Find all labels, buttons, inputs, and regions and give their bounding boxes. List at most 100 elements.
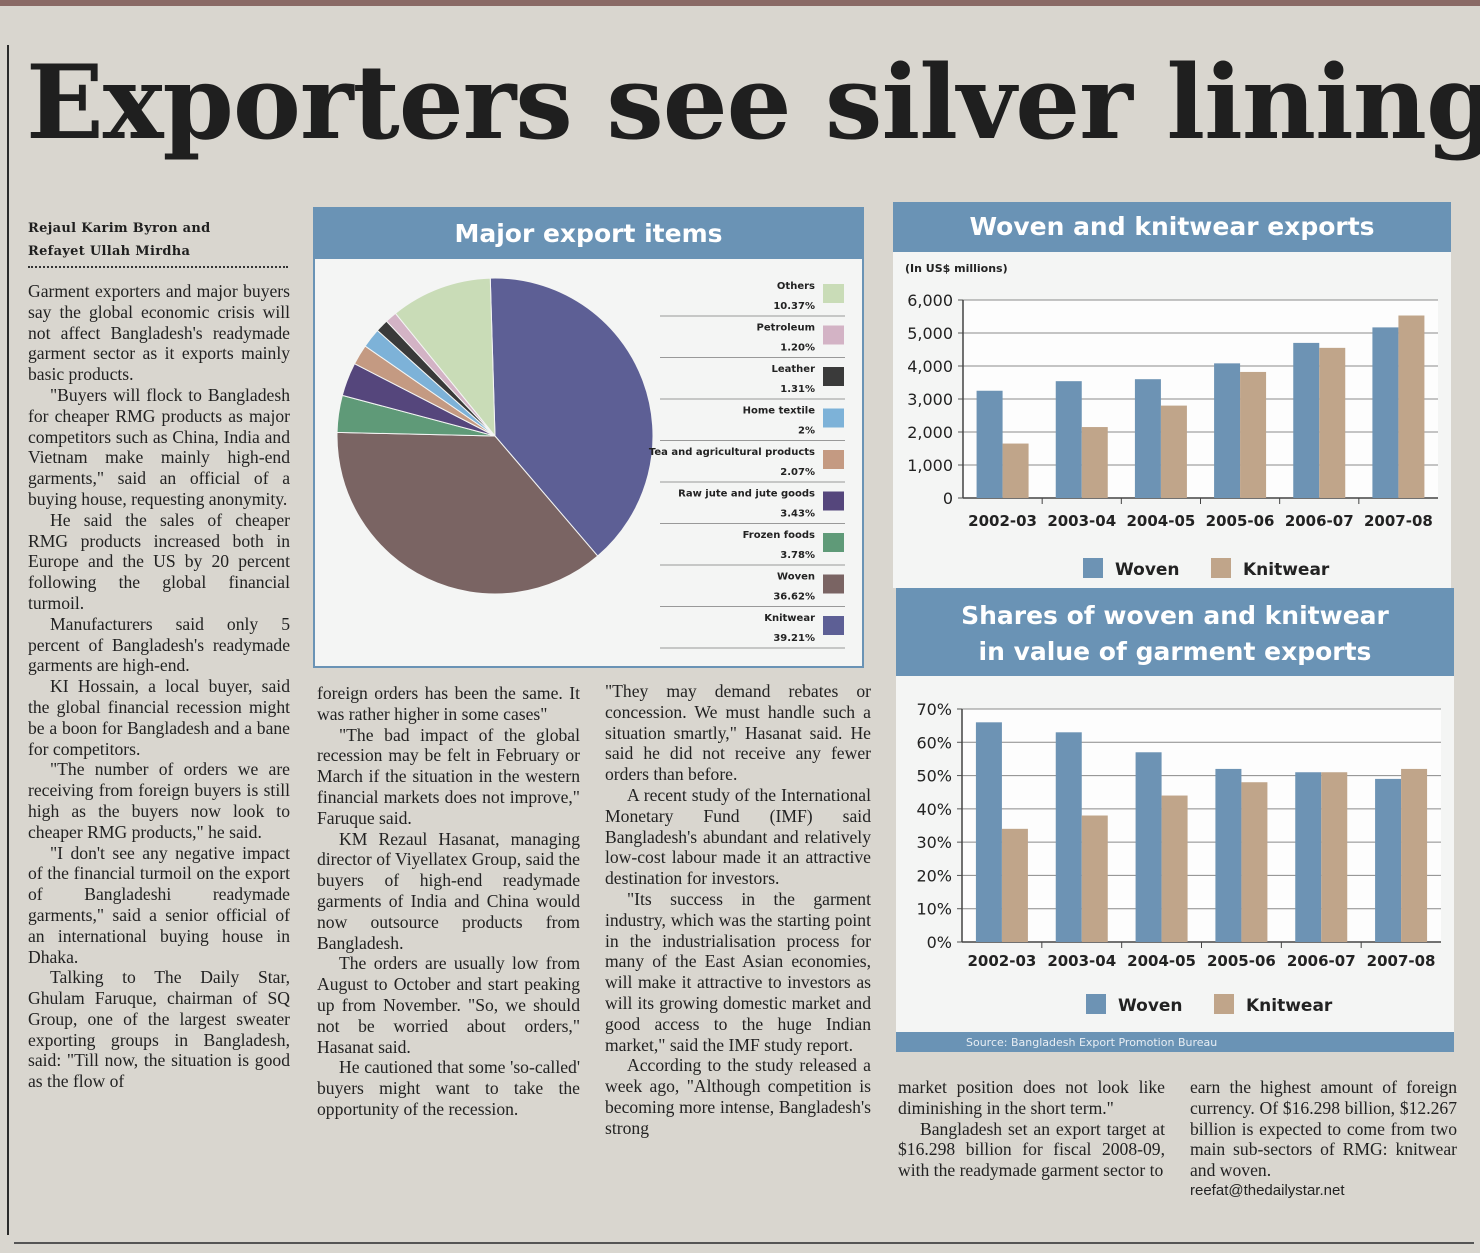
- woven-bar: [1215, 768, 1242, 942]
- legend-petroleum-value: 1.20%: [780, 343, 815, 354]
- legend-swatch-woven: [1086, 994, 1106, 1014]
- paragraph: "Buyers will flock to Bangladesh for che…: [28, 384, 290, 509]
- source-bar: [896, 1032, 1454, 1052]
- paragraph: "The bad impact of the global recession …: [317, 724, 580, 828]
- woven-bar: [1214, 363, 1241, 498]
- woven-bar: [1134, 379, 1161, 498]
- exports-chart-title: Woven and knitwear exports: [893, 202, 1451, 252]
- x-tick-label: 2005-06: [1207, 952, 1276, 970]
- pie-chart-panel: Major export items Others 10.37% Petroleum…: [313, 207, 864, 668]
- paragraph: The orders are usually low from August t…: [317, 953, 580, 1057]
- legend-leather-label: Leather: [771, 364, 815, 375]
- knitwear-bar: [1241, 782, 1268, 942]
- legend-tea-and-agricultural-products-swatch: [823, 450, 844, 469]
- x-tick-label: 2007-08: [1367, 952, 1436, 970]
- paragraph: Manufacturers said only 5 percent of Ban…: [28, 613, 290, 676]
- pie-chart-title: Major export items: [315, 209, 862, 259]
- knitwear-bar: [1240, 371, 1267, 498]
- exports-bar-panel: Woven and knitwear exports 6,000 5,000 4,0…: [893, 202, 1451, 588]
- article-column-5: earn the highest amount of foreign curre…: [1190, 1077, 1457, 1202]
- paragraph: According to the study released a week a…: [605, 1055, 871, 1138]
- legend-knitwear-value: 39.21%: [773, 633, 815, 644]
- legend-tea-and-agricultural-products-value: 2.07%: [780, 467, 815, 478]
- x-tick-label: 2004-05: [1127, 952, 1196, 970]
- paragraph: KI Hossain, a local buyer, said the glob…: [28, 676, 290, 759]
- legend-others-swatch: [823, 284, 844, 303]
- byline-line-2: Refayet Ullah Mirdha: [28, 244, 191, 259]
- knitwear-bar: [1401, 768, 1428, 942]
- paragraph: "The number of orders we are receiving f…: [28, 759, 290, 842]
- knitwear-bar: [1081, 815, 1108, 942]
- paragraph: KM Rezaul Hasanat, managing director of …: [317, 828, 580, 953]
- author-email: reefat@thedailystar.net: [1190, 1181, 1345, 1199]
- y-tick-label: 30%: [916, 833, 952, 852]
- headline: Exporters see silver lining: [26, 43, 1480, 163]
- plot-area: [962, 709, 1441, 942]
- legend-label-woven: Woven: [1115, 560, 1180, 580]
- paragraph: foreign orders has been the same. It was…: [317, 683, 580, 724]
- knitwear-bar: [1321, 772, 1348, 942]
- legend-knitwear-swatch: [823, 616, 844, 635]
- knitwear-bar: [1398, 315, 1425, 498]
- legend-others-value: 10.37%: [773, 301, 815, 312]
- legend-tea-and-agricultural-products-label: Tea and agricultural products: [649, 447, 815, 458]
- y-tick-label: 5,000: [907, 324, 953, 343]
- y-tick-label: 0: [943, 489, 953, 508]
- pie-slice-woven: [336, 431, 599, 595]
- x-tick-label: 2003-04: [1047, 512, 1116, 530]
- woven-bar: [976, 390, 1003, 498]
- legend-frozen-foods-label: Frozen foods: [743, 530, 815, 541]
- paragraph: earn the highest amount of foreign curre…: [1190, 1077, 1457, 1181]
- article-column-1: Garment exporters and major buyers say t…: [28, 281, 290, 1092]
- legend-leather-swatch: [823, 367, 844, 386]
- paragraph: He cautioned that some 'so-called' buyer…: [317, 1057, 580, 1119]
- legend-raw-jute-and-jute-goods-swatch: [823, 491, 844, 511]
- x-tick-label: 2006-07: [1285, 512, 1354, 530]
- paragraph: He said the sales of cheaper RMG product…: [28, 509, 290, 613]
- pie-slice-others: [394, 277, 496, 438]
- y-tick-label: 1,000: [907, 456, 953, 475]
- y-tick-label: 50%: [916, 767, 952, 786]
- shares-bar-chart: 70% 60% 50% 40% 30% 20% 10% 0% 2002-03 2003-04 200…: [896, 700, 1454, 1052]
- legend-petroleum-swatch: [823, 325, 844, 345]
- shares-title-line-2: in value of garment exports: [978, 637, 1372, 666]
- article-column-4: market position does not look like dimin…: [898, 1077, 1165, 1181]
- paragraph: market position does not look like dimin…: [898, 1077, 1165, 1118]
- legend-raw-jute-and-jute-goods-value: 3.43%: [780, 509, 815, 520]
- legend-home-textile-label: Home textile: [743, 406, 816, 417]
- paragraph: "I don't see any negative impact of the …: [28, 842, 290, 967]
- knitwear-bar: [1002, 443, 1029, 498]
- legend-label-woven: Woven: [1118, 996, 1183, 1016]
- legend-petroleum-label: Petroleum: [757, 323, 815, 334]
- y-tick-label: 6,000: [907, 291, 953, 310]
- byline: Rejaul Karim Byron and Refayet Ullah Mir…: [28, 217, 211, 263]
- exports-bar-chart: 6,000 5,000 4,000 3,000 2,000 1,000 0 2002-03 20…: [905, 262, 1438, 580]
- paragraph: A recent study of the International Mone…: [605, 784, 871, 889]
- y-tick-label: 4,000: [907, 357, 953, 376]
- x-tick-label: 2004-05: [1126, 512, 1195, 530]
- x-tick-label: 2002-03: [968, 512, 1037, 530]
- legend-swatch-knitwear: [1211, 558, 1231, 578]
- knitwear-bar: [1161, 795, 1188, 942]
- legend-swatch-woven: [1083, 558, 1103, 578]
- paragraph: Garment exporters and major buyers say t…: [28, 281, 290, 385]
- legend-home-textile-value: 2%: [798, 426, 815, 437]
- y-tick-label: 70%: [916, 700, 952, 719]
- legend-woven-value: 36.62%: [773, 592, 815, 603]
- x-tick-label: 2007-08: [1364, 512, 1433, 530]
- bottom-rule: [14, 1242, 1474, 1244]
- legend-home-textile-swatch: [823, 408, 844, 428]
- legend-woven-swatch: [823, 574, 844, 594]
- y-tick-label: 10%: [916, 900, 952, 919]
- paragraph: Talking to The Daily Star, Ghulam Faruqu…: [28, 967, 290, 1092]
- legend-frozen-foods-value: 3.78%: [780, 550, 815, 561]
- woven-bar: [1372, 327, 1399, 498]
- knitwear-bar: [1081, 427, 1108, 498]
- legend-label-knitwear: Knitwear: [1243, 560, 1330, 580]
- legend-woven-label: Woven: [777, 572, 815, 583]
- woven-bar: [975, 722, 1002, 942]
- shares-bar-panel: Shares of woven and knitwear in value of…: [896, 588, 1454, 1052]
- byline-line-1: Rejaul Karim Byron and: [28, 221, 211, 236]
- paragraph: "They may demand rebates or concession. …: [605, 681, 871, 785]
- x-tick-label: 2002-03: [967, 952, 1036, 970]
